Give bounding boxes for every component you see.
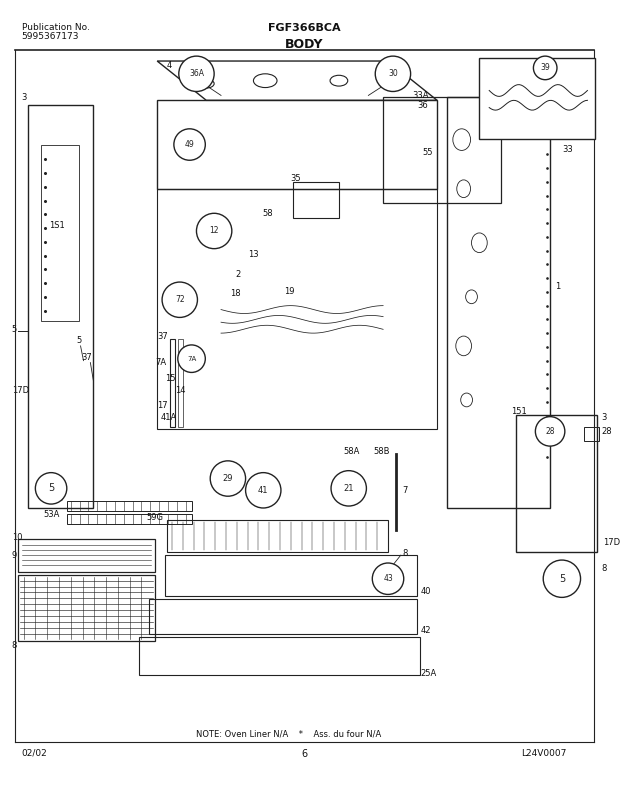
- Text: 33: 33: [562, 145, 573, 154]
- Text: 72: 72: [175, 295, 185, 305]
- Circle shape: [246, 473, 281, 508]
- Text: 30: 30: [388, 69, 398, 79]
- Text: 39: 39: [540, 63, 550, 72]
- Text: 3: 3: [601, 413, 606, 422]
- Circle shape: [372, 563, 404, 595]
- Text: 7: 7: [402, 486, 407, 495]
- Text: 10: 10: [12, 533, 22, 542]
- Circle shape: [543, 560, 580, 597]
- Text: 02/02: 02/02: [22, 749, 47, 757]
- Text: 21: 21: [343, 484, 354, 492]
- Circle shape: [331, 471, 366, 506]
- Text: 28: 28: [601, 427, 612, 436]
- Text: 15: 15: [165, 374, 175, 383]
- Text: 7A: 7A: [155, 358, 166, 367]
- Text: 49: 49: [185, 140, 195, 149]
- Bar: [479, 58, 595, 139]
- Text: 42: 42: [420, 626, 431, 635]
- Text: 4: 4: [167, 61, 172, 71]
- Text: L24V0007: L24V0007: [521, 749, 566, 757]
- Text: 17: 17: [157, 401, 168, 410]
- Circle shape: [174, 128, 205, 160]
- Text: 151: 151: [511, 408, 526, 416]
- Circle shape: [210, 461, 246, 496]
- Text: 19: 19: [285, 287, 295, 297]
- Text: 53A: 53A: [43, 511, 60, 519]
- Text: 1S1: 1S1: [49, 220, 65, 230]
- Text: 2: 2: [235, 270, 241, 278]
- Text: 28: 28: [546, 427, 555, 436]
- Text: NOTE: Oven Liner N/A    *    Ass. du four N/A: NOTE: Oven Liner N/A * Ass. du four N/A: [197, 729, 382, 738]
- Text: Publication No.: Publication No.: [22, 23, 89, 32]
- Text: BODY: BODY: [285, 38, 324, 52]
- Circle shape: [179, 56, 214, 91]
- Text: 12: 12: [210, 227, 219, 236]
- Text: 1: 1: [556, 282, 560, 292]
- Text: 6: 6: [301, 749, 308, 759]
- Text: 9: 9: [12, 550, 17, 560]
- Text: 5: 5: [559, 573, 565, 584]
- Text: FGF366BCA: FGF366BCA: [268, 23, 341, 33]
- Text: 8: 8: [12, 641, 17, 649]
- Text: 38: 38: [552, 93, 563, 102]
- Text: 53: 53: [53, 494, 64, 503]
- Text: 36A: 36A: [189, 69, 204, 79]
- Text: 41: 41: [258, 486, 268, 495]
- Text: 58A: 58A: [343, 446, 360, 455]
- Circle shape: [178, 345, 205, 373]
- Circle shape: [533, 56, 557, 80]
- Text: 25A: 25A: [420, 668, 436, 677]
- Circle shape: [197, 213, 232, 249]
- Text: 8: 8: [402, 549, 407, 557]
- Circle shape: [375, 56, 410, 91]
- Text: 37: 37: [157, 331, 169, 340]
- Text: 5: 5: [48, 484, 54, 493]
- Text: 29: 29: [223, 474, 233, 483]
- Text: 5995367173: 5995367173: [22, 32, 79, 40]
- Text: 35: 35: [291, 174, 301, 183]
- Text: 58B: 58B: [373, 446, 389, 455]
- Circle shape: [35, 473, 67, 504]
- Text: 59G: 59G: [147, 513, 164, 523]
- Text: 55: 55: [422, 147, 433, 157]
- Text: 17D: 17D: [603, 538, 620, 547]
- Text: 41A: 41A: [161, 413, 177, 422]
- Text: 33A: 33A: [412, 91, 429, 100]
- Text: 36: 36: [417, 101, 428, 109]
- Text: 8: 8: [601, 565, 606, 573]
- Circle shape: [536, 416, 565, 446]
- Text: 5: 5: [12, 324, 17, 334]
- Text: 17D: 17D: [12, 385, 29, 395]
- Text: 13: 13: [248, 250, 259, 259]
- Circle shape: [162, 282, 197, 317]
- Text: 3: 3: [22, 94, 27, 102]
- Text: 7A: 7A: [187, 356, 196, 362]
- Text: 14: 14: [175, 385, 185, 395]
- Text: 40: 40: [420, 587, 431, 596]
- Text: 18: 18: [231, 289, 241, 298]
- Text: 5: 5: [76, 336, 81, 346]
- Text: 37: 37: [81, 353, 92, 362]
- Text: 58: 58: [262, 209, 273, 218]
- Text: 43: 43: [383, 574, 393, 583]
